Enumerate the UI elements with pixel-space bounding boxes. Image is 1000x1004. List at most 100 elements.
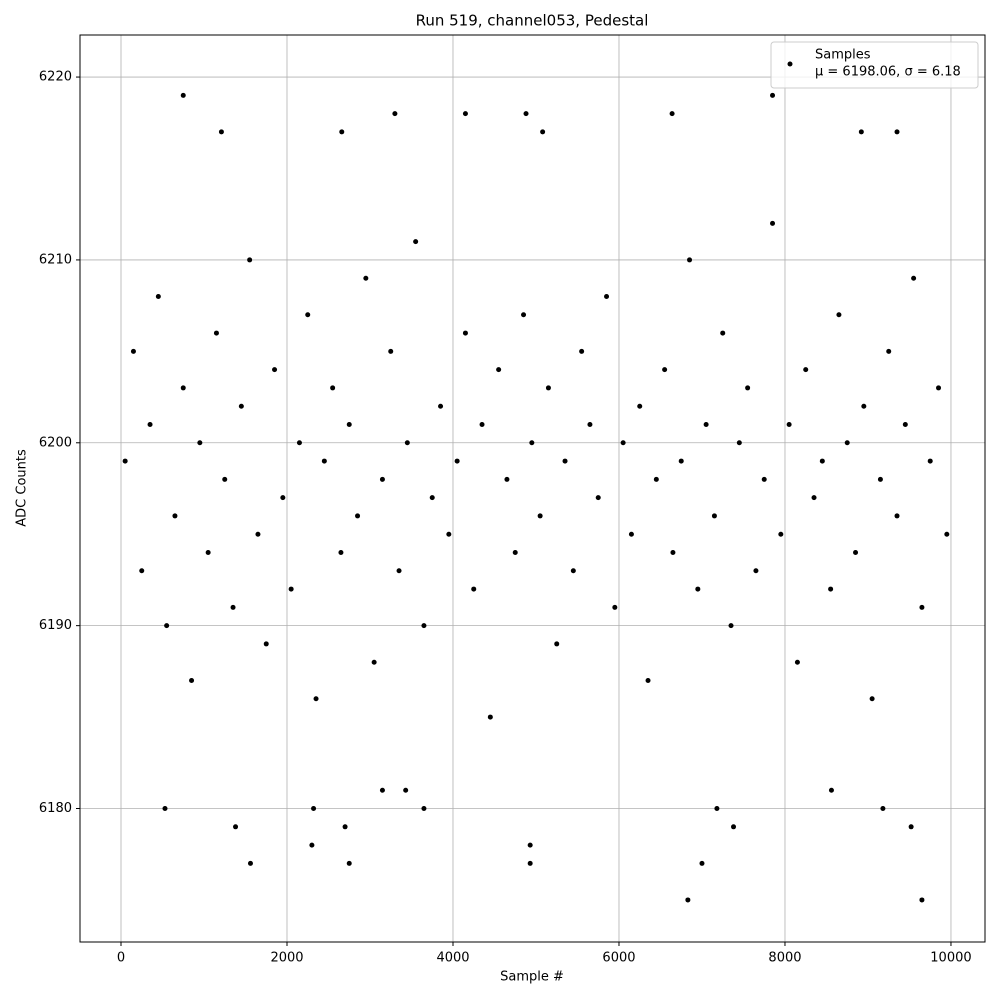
point (720, 330, 726, 336)
point (844, 440, 850, 446)
point (339, 129, 345, 135)
y-tick-label: 6210 (39, 252, 72, 267)
point (880, 806, 886, 812)
point (280, 495, 286, 501)
point (728, 623, 734, 629)
point (620, 440, 626, 446)
point (479, 421, 485, 427)
point (669, 111, 675, 117)
point (355, 513, 361, 519)
point (753, 568, 759, 574)
point (305, 312, 311, 318)
point (731, 824, 737, 830)
point (313, 696, 319, 702)
point (413, 239, 419, 245)
y-tick-label: 6180 (39, 801, 72, 816)
point (205, 550, 211, 556)
point (454, 458, 460, 464)
point (699, 860, 705, 866)
point (230, 604, 236, 610)
point (189, 678, 195, 684)
point (778, 531, 784, 537)
point (861, 403, 867, 409)
point (213, 330, 219, 336)
point (678, 458, 684, 464)
point (628, 531, 634, 537)
x-tick-label: 4000 (436, 951, 469, 966)
point (745, 385, 751, 391)
point (836, 312, 842, 318)
point (894, 129, 900, 135)
point (388, 348, 394, 354)
point (330, 385, 336, 391)
point (927, 458, 933, 464)
point (936, 385, 942, 391)
point (545, 385, 551, 391)
point (587, 421, 593, 427)
point (902, 421, 908, 427)
point (396, 568, 402, 574)
point (363, 275, 369, 281)
legend-label: Samples (815, 48, 871, 63)
point (197, 440, 203, 446)
point (714, 806, 720, 812)
point (570, 568, 576, 574)
y-axis-label: ADC Counts (15, 449, 30, 527)
chart-title: Run 519, channel053, Pedestal (416, 12, 649, 30)
point (794, 659, 800, 665)
point (321, 458, 327, 464)
legend-marker (787, 61, 793, 67)
point (172, 513, 178, 519)
points (122, 92, 950, 903)
point (685, 897, 691, 903)
point (869, 696, 875, 702)
point (595, 495, 601, 501)
point (562, 458, 568, 464)
point (346, 421, 352, 427)
point (653, 476, 659, 482)
point (527, 860, 533, 866)
point (811, 495, 817, 501)
point (554, 641, 560, 647)
point (263, 641, 269, 647)
point (886, 348, 892, 354)
point (288, 586, 294, 592)
point (919, 604, 925, 610)
point (695, 586, 701, 592)
point (338, 550, 344, 556)
x-tick-label: 8000 (768, 951, 801, 966)
point (233, 824, 239, 830)
point (247, 860, 253, 866)
point (421, 623, 427, 629)
point (296, 440, 302, 446)
point (379, 476, 385, 482)
point (853, 550, 859, 556)
point (770, 220, 776, 226)
x-tick-label: 6000 (602, 951, 635, 966)
point (155, 293, 161, 299)
point (944, 531, 950, 537)
y-tick-label: 6220 (39, 70, 72, 85)
point (421, 806, 427, 812)
point (670, 550, 676, 556)
point (311, 806, 317, 812)
point (180, 385, 186, 391)
x-tick-label: 2000 (270, 951, 303, 966)
point (504, 476, 510, 482)
point (523, 111, 529, 117)
point (512, 550, 518, 556)
point (404, 440, 410, 446)
point (911, 275, 917, 281)
point (247, 257, 253, 263)
point (272, 367, 278, 373)
plot-frame (79, 34, 986, 943)
point (238, 403, 244, 409)
point (164, 623, 170, 629)
point (180, 92, 186, 98)
point (687, 257, 693, 263)
point (342, 824, 348, 830)
point (919, 897, 925, 903)
legend: Samples μ = 6198.06, σ = 6.18 (770, 41, 979, 89)
